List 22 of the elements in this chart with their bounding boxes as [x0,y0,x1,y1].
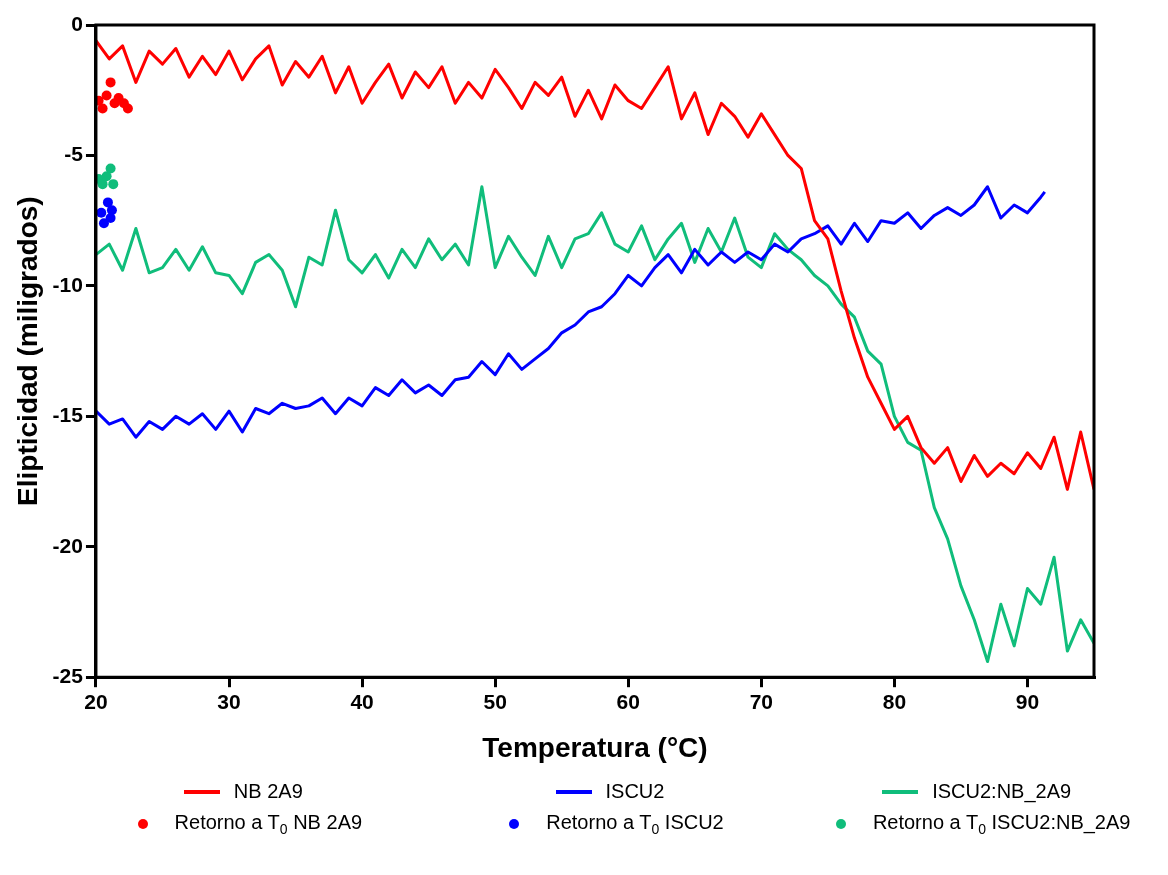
x-tick-label: 80 [882,689,907,713]
legend-label: Retorno a T$_{0}$ NB 2A9 [174,811,363,837]
x-axis-title: Temperatura (°C) [482,731,708,763]
y-tick-label: 0 [71,11,83,35]
y-tick-label: -5 [64,142,84,166]
legend-label: Retorno a T$_{0}$ ISCU2 [546,811,724,837]
legend-label: NB 2A9 [233,780,303,803]
x-tick-label: 50 [483,689,507,713]
legend-label: ISCU2 [605,780,665,803]
y-tick-label: -15 [52,403,84,427]
x-tick-label: 30 [217,689,241,713]
y-tick-label: -20 [52,533,83,557]
x-tick-label: 40 [350,689,374,713]
legend-label: Retorno a T$_{0}$ ISCU2:NB_2A9 [872,811,1131,837]
x-tick-label: 70 [749,689,773,713]
x-tick-label: 60 [616,689,640,713]
x-tick-label: 20 [84,689,108,713]
y-tick-label: -25 [52,664,84,687]
y-tick-label: -10 [52,272,83,296]
y-axis-title: Elipticidad (miligrados) [11,196,43,506]
x-tick-label: 90 [1015,689,1040,713]
legend-label: ISCU2:NB_2A9 [932,780,1072,803]
